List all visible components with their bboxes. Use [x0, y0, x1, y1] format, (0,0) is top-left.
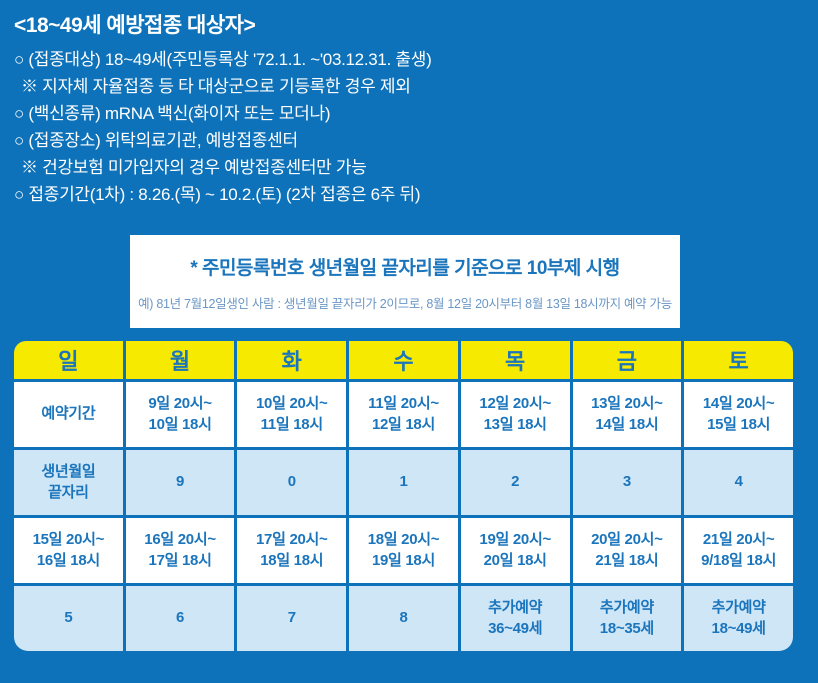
info-line-vaccine-type: ○ (백신종류) mRNA 백신(화이자 또는 모더나) — [14, 104, 331, 123]
header-wednesday: 수 — [349, 341, 458, 379]
period-cell: 18일 20시~ 19일 18시 — [349, 518, 458, 583]
period-cell: 14일 20시~ 15일 18시 — [684, 382, 793, 447]
notice-subtitle-example: 예) 81년 7월12일생인 사람 : 생년월일 끝자리가 2이므로, 8월 1… — [138, 297, 672, 311]
digit-cell: 4 — [684, 450, 793, 515]
info-line-target: ○ (접종대상) 18~49세(주민등록상 '72.1.1. ~'03.12.3… — [14, 50, 432, 69]
digit-cell: 1 — [349, 450, 458, 515]
row-label-birth-digit: 생년월일 끝자리 — [14, 450, 123, 515]
digit-cell: 9 — [125, 450, 235, 515]
ten-group-notice-box: * 주민등록번호 생년월일 끝자리를 기준으로 10부제 시행 예) 81년 7… — [130, 235, 680, 328]
weekday-header-row: 일 월 화 수 목 금 토 — [14, 341, 793, 379]
period-cell: 15일 20시~ 16일 18시 — [14, 518, 123, 583]
period-cell: 20일 20시~ 21일 18시 — [572, 518, 682, 583]
period-cell: 11일 20시~ 12일 18시 — [349, 382, 458, 447]
header-thursday: 목 — [460, 341, 570, 379]
period-cell: 16일 20시~ 17일 18시 — [125, 518, 235, 583]
info-line-period: ○ 접종기간(1차) : 8.26.(목) ~ 10.2.(토) (2차 접종은… — [14, 185, 421, 204]
digit-cell: 3 — [572, 450, 682, 515]
extra-reservation-cell: 추가예약 36~49세 — [460, 586, 570, 651]
eligibility-info-section: <18~49세 예방접종 대상자> ○ (접종대상) 18~49세(주민등록상 … — [0, 0, 818, 208]
period-cell: 10일 20시~ 11일 18시 — [237, 382, 347, 447]
info-line-location: ○ (접종장소) 위탁의료기관, 예방접종센터 — [14, 131, 298, 150]
header-tuesday: 화 — [237, 341, 347, 379]
header-friday: 금 — [572, 341, 682, 379]
period-cell: 21일 20시~ 9/18일 18시 — [684, 518, 793, 583]
header-saturday: 토 — [684, 341, 793, 379]
period-cell: 9일 20시~ 10일 18시 — [125, 382, 235, 447]
digit-cell: 7 — [237, 586, 347, 651]
reservation-period-row-2: 15일 20시~ 16일 18시 16일 20시~ 17일 18시 17일 20… — [14, 518, 793, 583]
reservation-schedule-table: 일 월 화 수 목 금 토 예약기간 9일 20시~ 10일 18시 10일 2… — [11, 338, 796, 654]
header-monday: 월 — [125, 341, 235, 379]
extra-reservation-cell: 추가예약 18~49세 — [684, 586, 793, 651]
notice-title: * 주민등록번호 생년월일 끝자리를 기준으로 10부제 시행 — [190, 258, 620, 279]
birth-digit-row-2: 5 6 7 8 추가예약 36~49세 추가예약 18~35세 추가예약 18~… — [14, 586, 793, 651]
period-cell: 17일 20시~ 18일 18시 — [237, 518, 347, 583]
period-cell: 19일 20시~ 20일 18시 — [460, 518, 570, 583]
period-cell: 13일 20시~ 14일 18시 — [572, 382, 682, 447]
row-label-reservation-period: 예약기간 — [14, 382, 123, 447]
extra-reservation-cell: 추가예약 18~35세 — [572, 586, 682, 651]
header-sunday: 일 — [14, 341, 123, 379]
reservation-period-row-1: 예약기간 9일 20시~ 10일 18시 10일 20시~ 11일 18시 11… — [14, 382, 793, 447]
page-title: <18~49세 예방접종 대상자> — [14, 14, 256, 37]
digit-cell: 6 — [125, 586, 235, 651]
digit-cell: 2 — [460, 450, 570, 515]
info-line-exclusion-note: ※ 지자체 자율접종 등 타 대상군으로 기등록한 경우 제외 — [21, 77, 411, 96]
info-line-insurance-note: ※ 건강보험 미가입자의 경우 예방접종센터만 가능 — [21, 158, 367, 177]
digit-cell: 5 — [14, 586, 123, 651]
birth-digit-row-1: 생년월일 끝자리 9 0 1 2 3 4 — [14, 450, 793, 515]
digit-cell: 8 — [349, 586, 458, 651]
period-cell: 12일 20시~ 13일 18시 — [460, 382, 570, 447]
digit-cell: 0 — [237, 450, 347, 515]
